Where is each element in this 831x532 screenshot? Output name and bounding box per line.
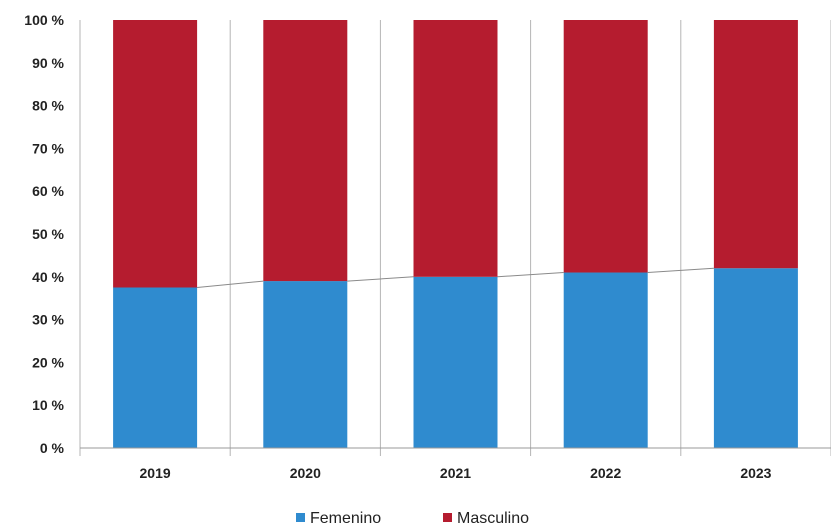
y-tick-label: 10 %: [32, 397, 64, 413]
x-category-label: 2019: [140, 465, 171, 481]
y-tick-label: 30 %: [32, 312, 64, 328]
y-tick-label: 50 %: [32, 226, 64, 242]
legend-label-masculino: Masculino: [457, 510, 529, 527]
grid-layer: [79, 20, 831, 456]
x-category-label: 2020: [290, 465, 321, 481]
legend: Femenino Masculino: [296, 510, 529, 527]
bar-masculino-2020: [263, 20, 348, 282]
series-line: [197, 280, 264, 288]
legend-swatch-femenino: [296, 513, 305, 522]
series-line: [647, 267, 714, 274]
bar-femenino-2019: [113, 287, 198, 448]
bar-femenino-2023: [713, 268, 798, 448]
legend-swatch-masculino: [443, 513, 452, 522]
series-line: [347, 276, 414, 282]
y-tick-label: 60 %: [32, 183, 64, 199]
series-lines-layer: [197, 267, 714, 288]
x-category-label: 2022: [590, 465, 621, 481]
bar-femenino-2022: [563, 272, 648, 448]
legend-label-femenino: Femenino: [310, 510, 381, 527]
x-category-label: 2021: [440, 465, 471, 481]
axis-layer: 0 % 10 % 20 % 30 % 40 % 50 % 60 % 70 % 80 % 90 % 1…: [24, 12, 831, 481]
bar-layer: [113, 20, 798, 448]
y-tick-label: 0 %: [40, 440, 65, 456]
y-tick-label: 20 %: [32, 354, 64, 370]
bar-femenino-2021: [413, 276, 498, 448]
bar-masculino-2022: [563, 20, 648, 273]
bar-masculino-2019: [113, 20, 198, 288]
bar-masculino-2021: [413, 20, 498, 277]
series-line: [497, 272, 564, 278]
bar-masculino-2023: [713, 20, 798, 269]
y-tick-label: 90 %: [32, 55, 64, 71]
bar-femenino-2020: [263, 281, 348, 448]
y-tick-label: 100 %: [24, 12, 64, 28]
y-tick-label: 70 %: [32, 140, 64, 156]
x-category-label: 2023: [740, 465, 771, 481]
y-tick-label: 40 %: [32, 269, 64, 285]
y-tick-label: 80 %: [32, 98, 64, 114]
